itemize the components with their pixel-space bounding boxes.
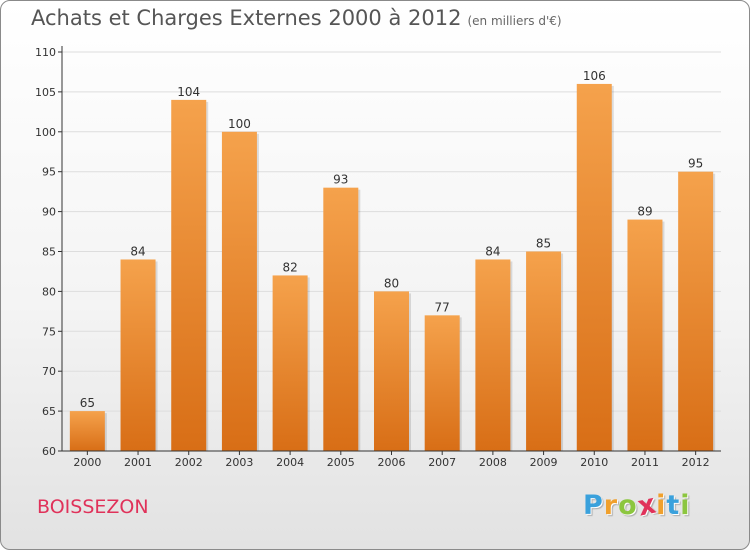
bar xyxy=(576,83,612,452)
y-tick-label: 100 xyxy=(35,126,56,139)
x-tick-label: 2002 xyxy=(175,456,203,469)
chart-subtitle: (en milliers d'€) xyxy=(467,14,562,28)
data-label: 84 xyxy=(130,244,145,258)
y-tick-label: 65 xyxy=(42,405,56,418)
x-tick-label: 2011 xyxy=(631,456,659,469)
bar xyxy=(424,315,460,451)
data-label: 89 xyxy=(637,205,652,219)
bar xyxy=(120,259,156,451)
bar xyxy=(678,171,714,451)
x-tick-label: 2009 xyxy=(530,456,558,469)
x-tick-label: 2004 xyxy=(276,456,304,469)
x-tick-label: 2012 xyxy=(682,456,710,469)
data-label: 85 xyxy=(536,237,551,251)
y-tick-label: 90 xyxy=(42,206,56,219)
logo-letter: i xyxy=(680,490,691,521)
x-tick-label: 2007 xyxy=(428,456,456,469)
bar xyxy=(171,99,207,451)
y-tick-label: 70 xyxy=(42,365,56,378)
labels: 60 65 70 75 80 85 90 95 100 105 110 65 2000 84 2001 104… xyxy=(35,46,710,469)
y-tick-label: 110 xyxy=(35,46,56,59)
chart-title: Achats et Charges Externes 2000 à 2012 xyxy=(31,6,462,30)
data-label: 84 xyxy=(485,244,500,258)
data-label: 95 xyxy=(688,157,703,171)
x-tick-label: 2003 xyxy=(225,456,253,469)
chart-title-block: Achats et Charges Externes 2000 à 2012 (e… xyxy=(31,6,562,30)
y-tick-label: 105 xyxy=(35,86,56,99)
x-tick-label: 2005 xyxy=(327,456,355,469)
data-label: 93 xyxy=(333,173,348,187)
bar xyxy=(221,131,257,452)
x-tick-label: 2010 xyxy=(580,456,608,469)
x-tick-label: 2006 xyxy=(378,456,406,469)
data-label: 65 xyxy=(80,396,95,410)
axes xyxy=(58,46,721,455)
data-label: 100 xyxy=(228,117,251,131)
commune-name: BOISSEZON xyxy=(37,496,149,518)
data-label: 106 xyxy=(583,69,606,83)
y-tick-label: 85 xyxy=(42,246,56,259)
logo-letter: r xyxy=(603,490,619,521)
y-tick-label: 95 xyxy=(42,166,56,179)
bar xyxy=(475,259,511,451)
x-tick-label: 2001 xyxy=(124,456,152,469)
bar xyxy=(323,187,359,451)
data-label: 80 xyxy=(384,276,399,290)
proxiti-logo: Proxiti xyxy=(583,488,691,522)
data-label: 82 xyxy=(282,260,297,274)
bar xyxy=(374,291,409,451)
data-label: 104 xyxy=(177,85,200,99)
logo-letter: o xyxy=(618,490,638,521)
logo-letter: i xyxy=(656,490,667,521)
data-label: 77 xyxy=(435,300,450,314)
bar xyxy=(526,251,562,451)
logo-letter: P xyxy=(583,490,604,521)
bar xyxy=(627,219,663,451)
y-tick-label: 60 xyxy=(42,445,56,458)
bar xyxy=(69,411,105,451)
logo-letter: t xyxy=(666,490,681,521)
x-tick-label: 2000 xyxy=(73,456,101,469)
y-tick-label: 80 xyxy=(42,285,56,298)
bars xyxy=(69,83,716,452)
bar xyxy=(272,275,308,451)
y-tick-label: 75 xyxy=(42,325,56,338)
x-tick-label: 2008 xyxy=(479,456,507,469)
